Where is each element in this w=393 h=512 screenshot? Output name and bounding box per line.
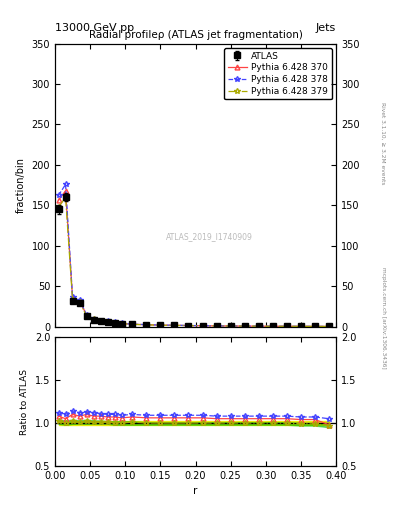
Pythia 6.428 378 — [200, 323, 205, 329]
Pythia 6.428 370 — [256, 323, 261, 329]
Text: Rivet 3.1.10, ≥ 3.2M events: Rivet 3.1.10, ≥ 3.2M events — [381, 102, 386, 185]
Pythia 6.428 370 — [200, 323, 205, 329]
Pythia 6.428 370 — [327, 324, 331, 330]
Pythia 6.428 379 — [186, 323, 191, 329]
Pythia 6.428 378 — [56, 193, 61, 199]
Pythia 6.428 379 — [91, 316, 96, 323]
Pythia 6.428 378 — [77, 296, 82, 303]
Pythia 6.428 379 — [242, 323, 247, 329]
Pythia 6.428 378 — [327, 324, 331, 330]
Pythia 6.428 379 — [105, 319, 110, 325]
Pythia 6.428 370 — [312, 323, 317, 329]
Pythia 6.428 379 — [312, 323, 317, 329]
Pythia 6.428 378 — [242, 323, 247, 329]
Pythia 6.428 379 — [285, 323, 289, 329]
Pythia 6.428 378 — [70, 294, 75, 301]
Pythia 6.428 379 — [214, 323, 219, 329]
Pythia 6.428 379 — [130, 322, 135, 328]
Pythia 6.428 370 — [270, 323, 275, 329]
Pythia 6.428 379 — [299, 323, 303, 329]
Pythia 6.428 370 — [63, 188, 68, 194]
Pythia 6.428 370 — [186, 323, 191, 329]
Pythia 6.428 379 — [63, 194, 68, 200]
Text: mcplots.cern.ch [arXiv:1306.3436]: mcplots.cern.ch [arXiv:1306.3436] — [381, 267, 386, 368]
Line: Pythia 6.428 370: Pythia 6.428 370 — [56, 188, 331, 329]
Pythia 6.428 378 — [172, 322, 177, 328]
Pythia 6.428 370 — [214, 323, 219, 329]
Pythia 6.428 378 — [84, 312, 89, 318]
Pythia 6.428 378 — [270, 323, 275, 329]
Pythia 6.428 378 — [228, 323, 233, 329]
Pythia 6.428 379 — [84, 313, 89, 319]
Pythia 6.428 379 — [77, 299, 82, 305]
Pythia 6.428 378 — [256, 323, 261, 329]
Pythia 6.428 370 — [242, 323, 247, 329]
Pythia 6.428 370 — [119, 321, 124, 327]
Pythia 6.428 378 — [112, 319, 117, 326]
Pythia 6.428 370 — [112, 319, 117, 326]
Pythia 6.428 378 — [299, 323, 303, 329]
Pythia 6.428 370 — [56, 197, 61, 203]
Pythia 6.428 378 — [186, 323, 191, 329]
Pythia 6.428 370 — [299, 323, 303, 329]
Pythia 6.428 379 — [56, 204, 61, 210]
Text: ATLAS_2019_I1740909: ATLAS_2019_I1740909 — [166, 231, 253, 241]
Pythia 6.428 378 — [91, 315, 96, 322]
X-axis label: r: r — [193, 486, 198, 496]
Pythia 6.428 370 — [84, 312, 89, 318]
Pythia 6.428 378 — [63, 181, 68, 187]
Pythia 6.428 370 — [228, 323, 233, 329]
Text: Jets: Jets — [316, 23, 336, 33]
Pythia 6.428 370 — [158, 322, 163, 328]
Pythia 6.428 379 — [144, 322, 149, 328]
Pythia 6.428 370 — [144, 322, 149, 328]
Pythia 6.428 379 — [172, 323, 177, 329]
Pythia 6.428 379 — [119, 321, 124, 327]
Legend: ATLAS, Pythia 6.428 370, Pythia 6.428 378, Pythia 6.428 379: ATLAS, Pythia 6.428 370, Pythia 6.428 37… — [224, 48, 332, 99]
Pythia 6.428 370 — [98, 317, 103, 324]
Pythia 6.428 378 — [105, 318, 110, 325]
Pythia 6.428 379 — [112, 319, 117, 326]
Pythia 6.428 378 — [214, 323, 219, 329]
Title: Radial profileρ (ATLAS jet fragmentation): Radial profileρ (ATLAS jet fragmentation… — [88, 30, 303, 40]
Pythia 6.428 379 — [327, 324, 331, 330]
Pythia 6.428 370 — [91, 316, 96, 322]
Pythia 6.428 379 — [98, 318, 103, 324]
Pythia 6.428 379 — [158, 322, 163, 328]
Pythia 6.428 378 — [158, 322, 163, 328]
Pythia 6.428 379 — [256, 323, 261, 329]
Text: 13000 GeV pp: 13000 GeV pp — [55, 23, 134, 33]
Pythia 6.428 370 — [285, 323, 289, 329]
Pythia 6.428 379 — [200, 323, 205, 329]
Pythia 6.428 370 — [105, 318, 110, 325]
Pythia 6.428 378 — [130, 321, 135, 327]
Pythia 6.428 378 — [312, 323, 317, 329]
Pythia 6.428 370 — [130, 321, 135, 327]
Y-axis label: fraction/bin: fraction/bin — [16, 157, 26, 213]
Y-axis label: Ratio to ATLAS: Ratio to ATLAS — [20, 369, 29, 435]
Pythia 6.428 378 — [98, 317, 103, 324]
Pythia 6.428 370 — [70, 295, 75, 302]
Pythia 6.428 379 — [228, 323, 233, 329]
Pythia 6.428 379 — [270, 323, 275, 329]
Pythia 6.428 370 — [172, 322, 177, 328]
Line: Pythia 6.428 378: Pythia 6.428 378 — [56, 182, 332, 329]
Pythia 6.428 378 — [144, 322, 149, 328]
Pythia 6.428 378 — [285, 323, 289, 329]
Pythia 6.428 378 — [119, 320, 124, 326]
Pythia 6.428 370 — [77, 297, 82, 304]
Line: Pythia 6.428 379: Pythia 6.428 379 — [56, 195, 332, 329]
Pythia 6.428 379 — [70, 297, 75, 304]
